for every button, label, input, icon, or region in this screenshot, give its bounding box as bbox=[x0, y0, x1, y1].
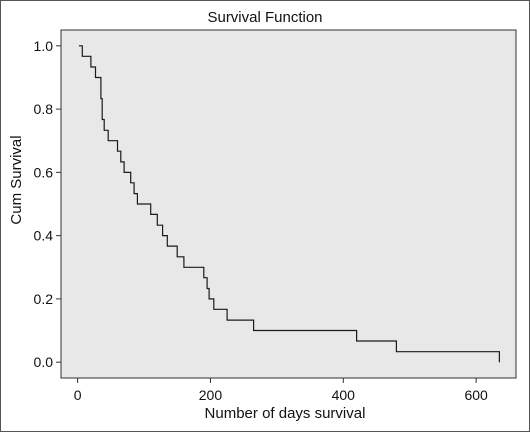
x-axis: 0 200 400 600 bbox=[74, 378, 488, 403]
x-axis-label: Number of days survival bbox=[205, 405, 366, 422]
y-tick-label: 1.0 bbox=[34, 38, 54, 54]
y-axis-label: Cum Survival bbox=[8, 135, 25, 224]
x-tick-label: 400 bbox=[332, 387, 356, 403]
x-tick-label: 200 bbox=[199, 387, 223, 403]
x-tick-label: 600 bbox=[464, 387, 488, 403]
plot-area bbox=[60, 29, 517, 379]
y-tick-label: 0.2 bbox=[34, 291, 54, 307]
y-tick-label: 0.8 bbox=[34, 101, 54, 117]
y-tick-label: 0.6 bbox=[34, 164, 54, 180]
chart-title: Survival Function bbox=[207, 9, 322, 26]
y-tick-label: 0.4 bbox=[34, 228, 54, 244]
x-tick-label: 0 bbox=[74, 387, 82, 403]
y-axis: 0.0 0.2 0.4 0.6 0.8 1.0 bbox=[34, 38, 61, 370]
y-tick-label: 0.0 bbox=[34, 354, 54, 370]
series-layer bbox=[78, 45, 500, 363]
survival-step-line bbox=[78, 45, 500, 363]
